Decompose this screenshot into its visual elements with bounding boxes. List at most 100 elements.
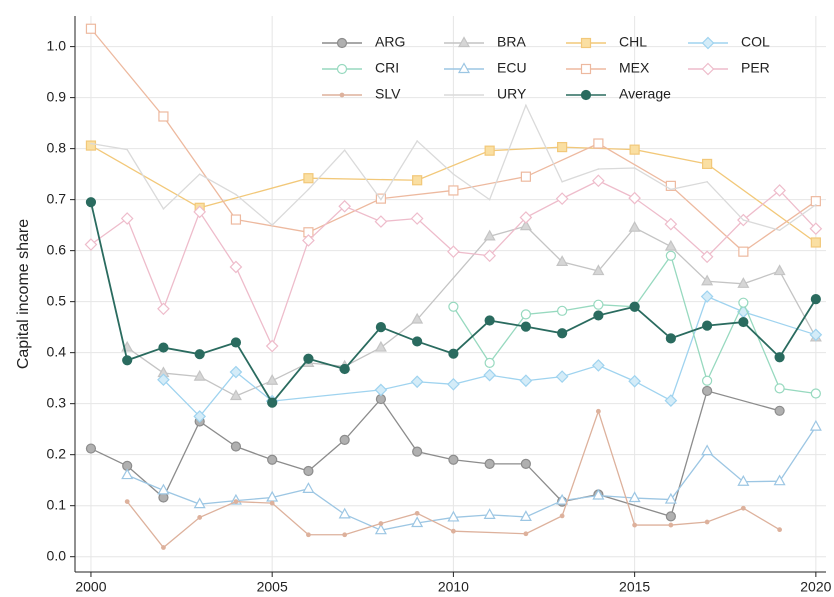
marker: [519, 374, 533, 388]
point: [706, 180, 708, 183]
marker: [484, 357, 495, 368]
marker: [701, 274, 714, 286]
marker: [303, 173, 314, 184]
marker: [774, 352, 785, 363]
marker: [737, 474, 750, 486]
y-tick-label: 1.0: [47, 37, 67, 53]
marker: [702, 375, 713, 386]
marker: [85, 197, 97, 208]
marker: [233, 499, 239, 505]
point: [525, 104, 527, 107]
marker: [810, 237, 821, 248]
marker: [193, 369, 206, 381]
point: [633, 167, 636, 169]
marker: [448, 348, 459, 359]
y-tick-label: 0.3: [47, 394, 67, 410]
legend-label: COL: [741, 34, 770, 50]
marker: [773, 474, 786, 486]
marker: [555, 370, 569, 383]
marker: [412, 175, 423, 186]
marker: [557, 328, 568, 339]
marker: [519, 510, 532, 522]
marker: [229, 365, 243, 379]
series-line: [126, 426, 817, 531]
marker: [457, 36, 471, 48]
marker: [592, 264, 605, 276]
marker: [122, 355, 133, 366]
marker: [628, 491, 641, 503]
marker: [448, 185, 459, 196]
marker: [777, 527, 783, 533]
marker: [302, 234, 315, 247]
point: [815, 203, 817, 206]
marker: [702, 158, 713, 170]
marker: [809, 222, 823, 236]
marker: [810, 388, 821, 399]
y-tick-label: 0.2: [47, 445, 67, 461]
point: [488, 198, 491, 201]
marker: [269, 500, 275, 506]
marker: [303, 353, 314, 364]
series: [85, 197, 821, 408]
marker: [665, 511, 676, 522]
marker: [265, 339, 279, 353]
y-tick-label: 0.4: [47, 343, 67, 359]
marker: [374, 383, 388, 397]
marker: [121, 468, 134, 480]
marker: [306, 532, 311, 538]
marker: [629, 144, 640, 155]
point: [271, 224, 273, 226]
marker: [556, 493, 569, 505]
marker: [338, 199, 352, 213]
marker: [229, 260, 243, 274]
legend-label: ARG: [375, 34, 405, 50]
marker: [700, 250, 714, 264]
marker: [738, 297, 749, 308]
marker: [665, 333, 676, 344]
marker: [336, 37, 348, 49]
marker: [665, 250, 676, 261]
marker: [378, 521, 384, 526]
marker: [157, 483, 170, 495]
point: [126, 148, 128, 151]
marker: [557, 141, 568, 153]
y-tick-label: 0.5: [47, 292, 67, 308]
marker: [773, 264, 786, 276]
marker: [412, 446, 423, 457]
legend-label: PER: [741, 60, 770, 76]
marker: [84, 238, 98, 251]
marker: [595, 408, 601, 414]
marker: [483, 508, 496, 519]
marker: [580, 89, 592, 101]
marker: [410, 212, 424, 225]
marker: [194, 349, 205, 360]
marker: [664, 394, 678, 407]
series: [84, 174, 823, 353]
point: [343, 149, 346, 151]
marker: [411, 312, 424, 324]
marker: [701, 62, 715, 76]
series: [121, 419, 822, 535]
marker: [484, 315, 495, 326]
marker: [412, 336, 423, 347]
marker: [484, 458, 495, 469]
marker: [483, 229, 496, 241]
legend-label: SLV: [375, 86, 401, 102]
marker: [809, 328, 823, 342]
series: [157, 290, 823, 423]
marker: [809, 419, 822, 431]
point: [452, 173, 455, 175]
marker: [593, 138, 604, 149]
y-tick-label: 0.1: [47, 496, 67, 512]
x-tick-label: 2005: [257, 579, 288, 595]
marker: [738, 246, 749, 257]
marker: [339, 434, 350, 445]
marker: [629, 301, 640, 312]
marker: [737, 277, 750, 288]
x-tick-label: 2020: [800, 579, 831, 595]
marker: [375, 322, 387, 333]
series: [85, 140, 821, 248]
marker: [810, 294, 821, 305]
marker: [628, 220, 641, 232]
